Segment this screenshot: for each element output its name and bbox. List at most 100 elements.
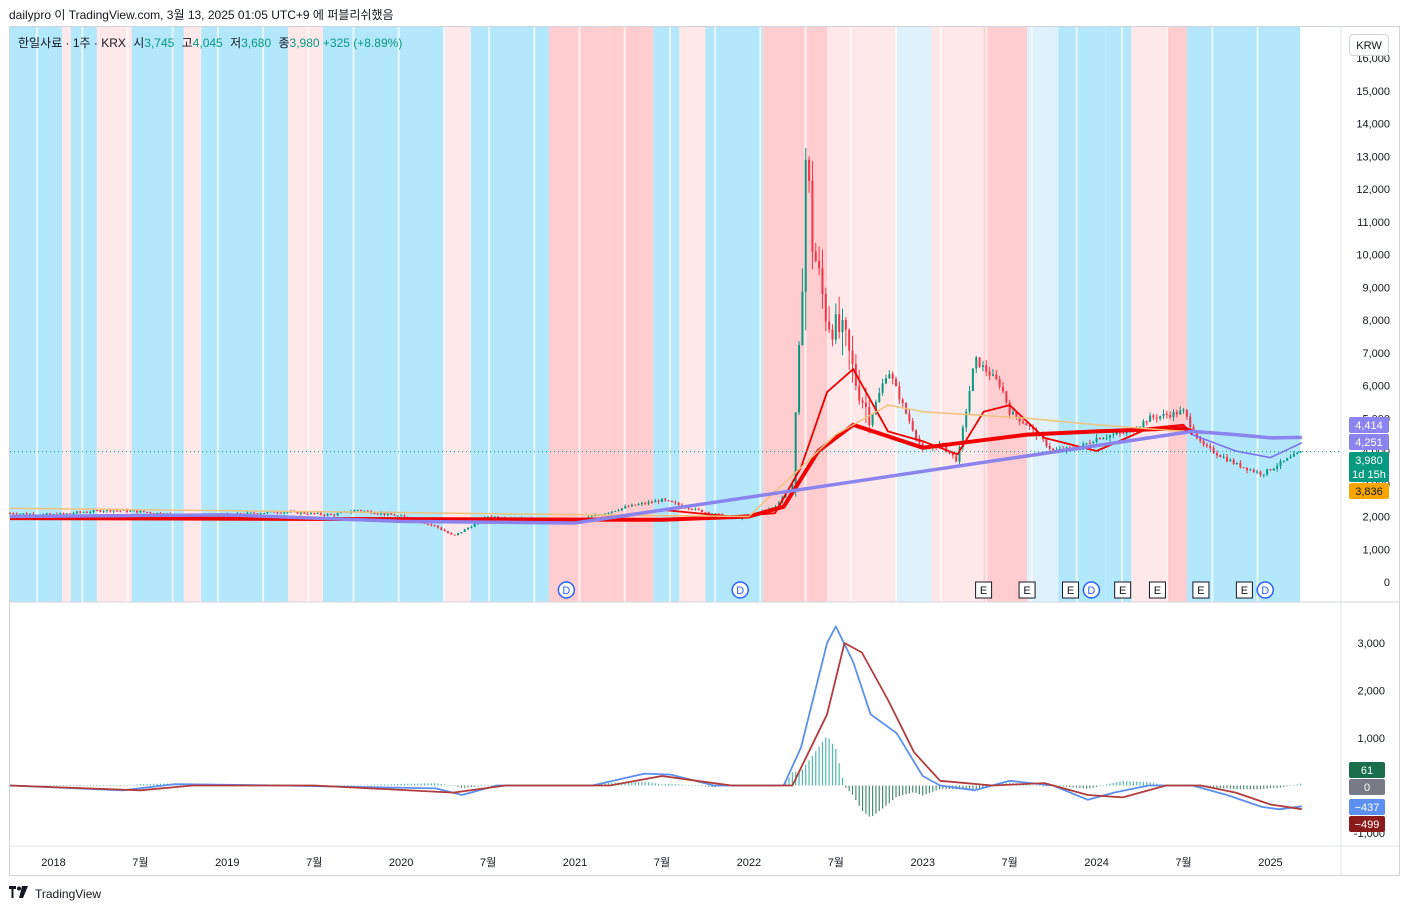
time-tick-label: 7월 (306, 856, 322, 869)
currency-button[interactable]: KRW (1349, 34, 1389, 56)
histogram-bar (126, 785, 128, 786)
histogram-bar (116, 785, 118, 786)
histogram-bar (454, 785, 456, 786)
footer-brand[interactable]: TradingView (9, 886, 101, 901)
candle-body (136, 510, 139, 513)
background-band (96, 27, 132, 602)
candle-body (1262, 474, 1265, 476)
oscillator-value-tag: −499 (1349, 816, 1385, 832)
histogram-bar (1293, 784, 1295, 786)
histogram-bar (945, 785, 947, 790)
histogram-bar (1289, 785, 1292, 786)
candle-body (965, 411, 968, 428)
band-stripe (668, 27, 671, 602)
histogram-bar (671, 783, 673, 786)
band-stripe (307, 27, 310, 602)
histogram-bar (674, 784, 676, 786)
histogram-bar (647, 782, 650, 786)
candle-body (75, 511, 78, 514)
histogram-bar (96, 785, 98, 786)
background-band (1131, 27, 1167, 602)
band-stripe (216, 27, 219, 602)
histogram-bar (831, 743, 834, 786)
histogram-bar (129, 785, 131, 786)
candle-body (95, 509, 98, 511)
histogram-bar (808, 760, 810, 786)
histogram-bar (942, 785, 944, 789)
background-band (896, 27, 932, 602)
candle-body (1189, 416, 1192, 427)
candle-body (881, 383, 884, 393)
band-stripe (985, 27, 988, 602)
dividend-marker-circle (731, 581, 749, 599)
histogram-bar (484, 785, 486, 786)
candle-body (674, 502, 677, 504)
time-tick-label: 2025 (1258, 857, 1282, 869)
histogram-bar (711, 785, 713, 788)
time-tick-label: 2020 (389, 857, 413, 869)
earnings-marker: E (1235, 581, 1253, 599)
histogram-bar (52, 785, 55, 786)
candle-body (945, 444, 948, 453)
earnings-marker-box (1018, 581, 1036, 599)
band-stripe (533, 27, 536, 602)
histogram-bar (1032, 785, 1034, 786)
histogram-bar (691, 785, 693, 786)
histogram-bar (892, 785, 894, 801)
background-band (288, 27, 323, 602)
band-stripe (171, 27, 174, 602)
open-label: 시 (133, 36, 145, 50)
histogram-bar (838, 763, 840, 786)
price-tag-bg (1349, 417, 1389, 433)
histogram-bar (861, 785, 864, 811)
earnings-marker-box (1062, 581, 1080, 599)
price-tag: 4,414 (1349, 417, 1389, 433)
candle-body (798, 345, 801, 413)
candle-body (19, 513, 22, 515)
candle-body (1105, 437, 1108, 439)
histogram-bar (109, 785, 111, 786)
histogram-bar (851, 785, 854, 795)
close-value: 3,980 (289, 36, 320, 50)
candle-body (256, 513, 259, 515)
histogram-bar (480, 785, 483, 787)
candle-body (654, 500, 657, 503)
histogram-bar (694, 785, 696, 786)
histogram-bar (1216, 785, 1218, 788)
histogram-bar (440, 783, 442, 786)
candle-body (1025, 423, 1028, 426)
histogram-bar (377, 784, 379, 786)
band-stripe (1030, 27, 1033, 602)
histogram-bar (701, 785, 703, 787)
histogram-bar (658, 783, 660, 786)
candle-body (29, 513, 32, 515)
candle-body (1219, 455, 1222, 458)
candle-body (139, 510, 142, 513)
candle-body (119, 510, 122, 512)
histogram-bar (347, 785, 349, 786)
earnings-marker: E (1062, 581, 1080, 599)
candle-body (463, 529, 466, 532)
candle-body (998, 379, 1001, 387)
candle-body (814, 251, 817, 261)
candle-body (871, 414, 874, 425)
candle-body (1266, 469, 1269, 475)
oscillator-value-tag-label: 61 (1361, 765, 1373, 777)
time-tick-label: 7월 (1002, 856, 1018, 869)
candle-body (650, 501, 653, 503)
histogram-bar (460, 785, 462, 788)
candle-body (647, 501, 650, 504)
candle-body (978, 357, 981, 368)
histogram-bar (450, 785, 452, 786)
candle-body (828, 321, 831, 330)
histogram-bar (1059, 785, 1061, 787)
candle-body (1296, 452, 1299, 454)
background-band (931, 27, 984, 602)
oscillator-value-tag-bg (1349, 799, 1385, 815)
chart-frame (9, 26, 1400, 876)
histogram-bar (103, 785, 105, 786)
candle-body (664, 498, 667, 501)
high-value: 4,045 (192, 36, 223, 50)
candle-body (132, 510, 135, 512)
